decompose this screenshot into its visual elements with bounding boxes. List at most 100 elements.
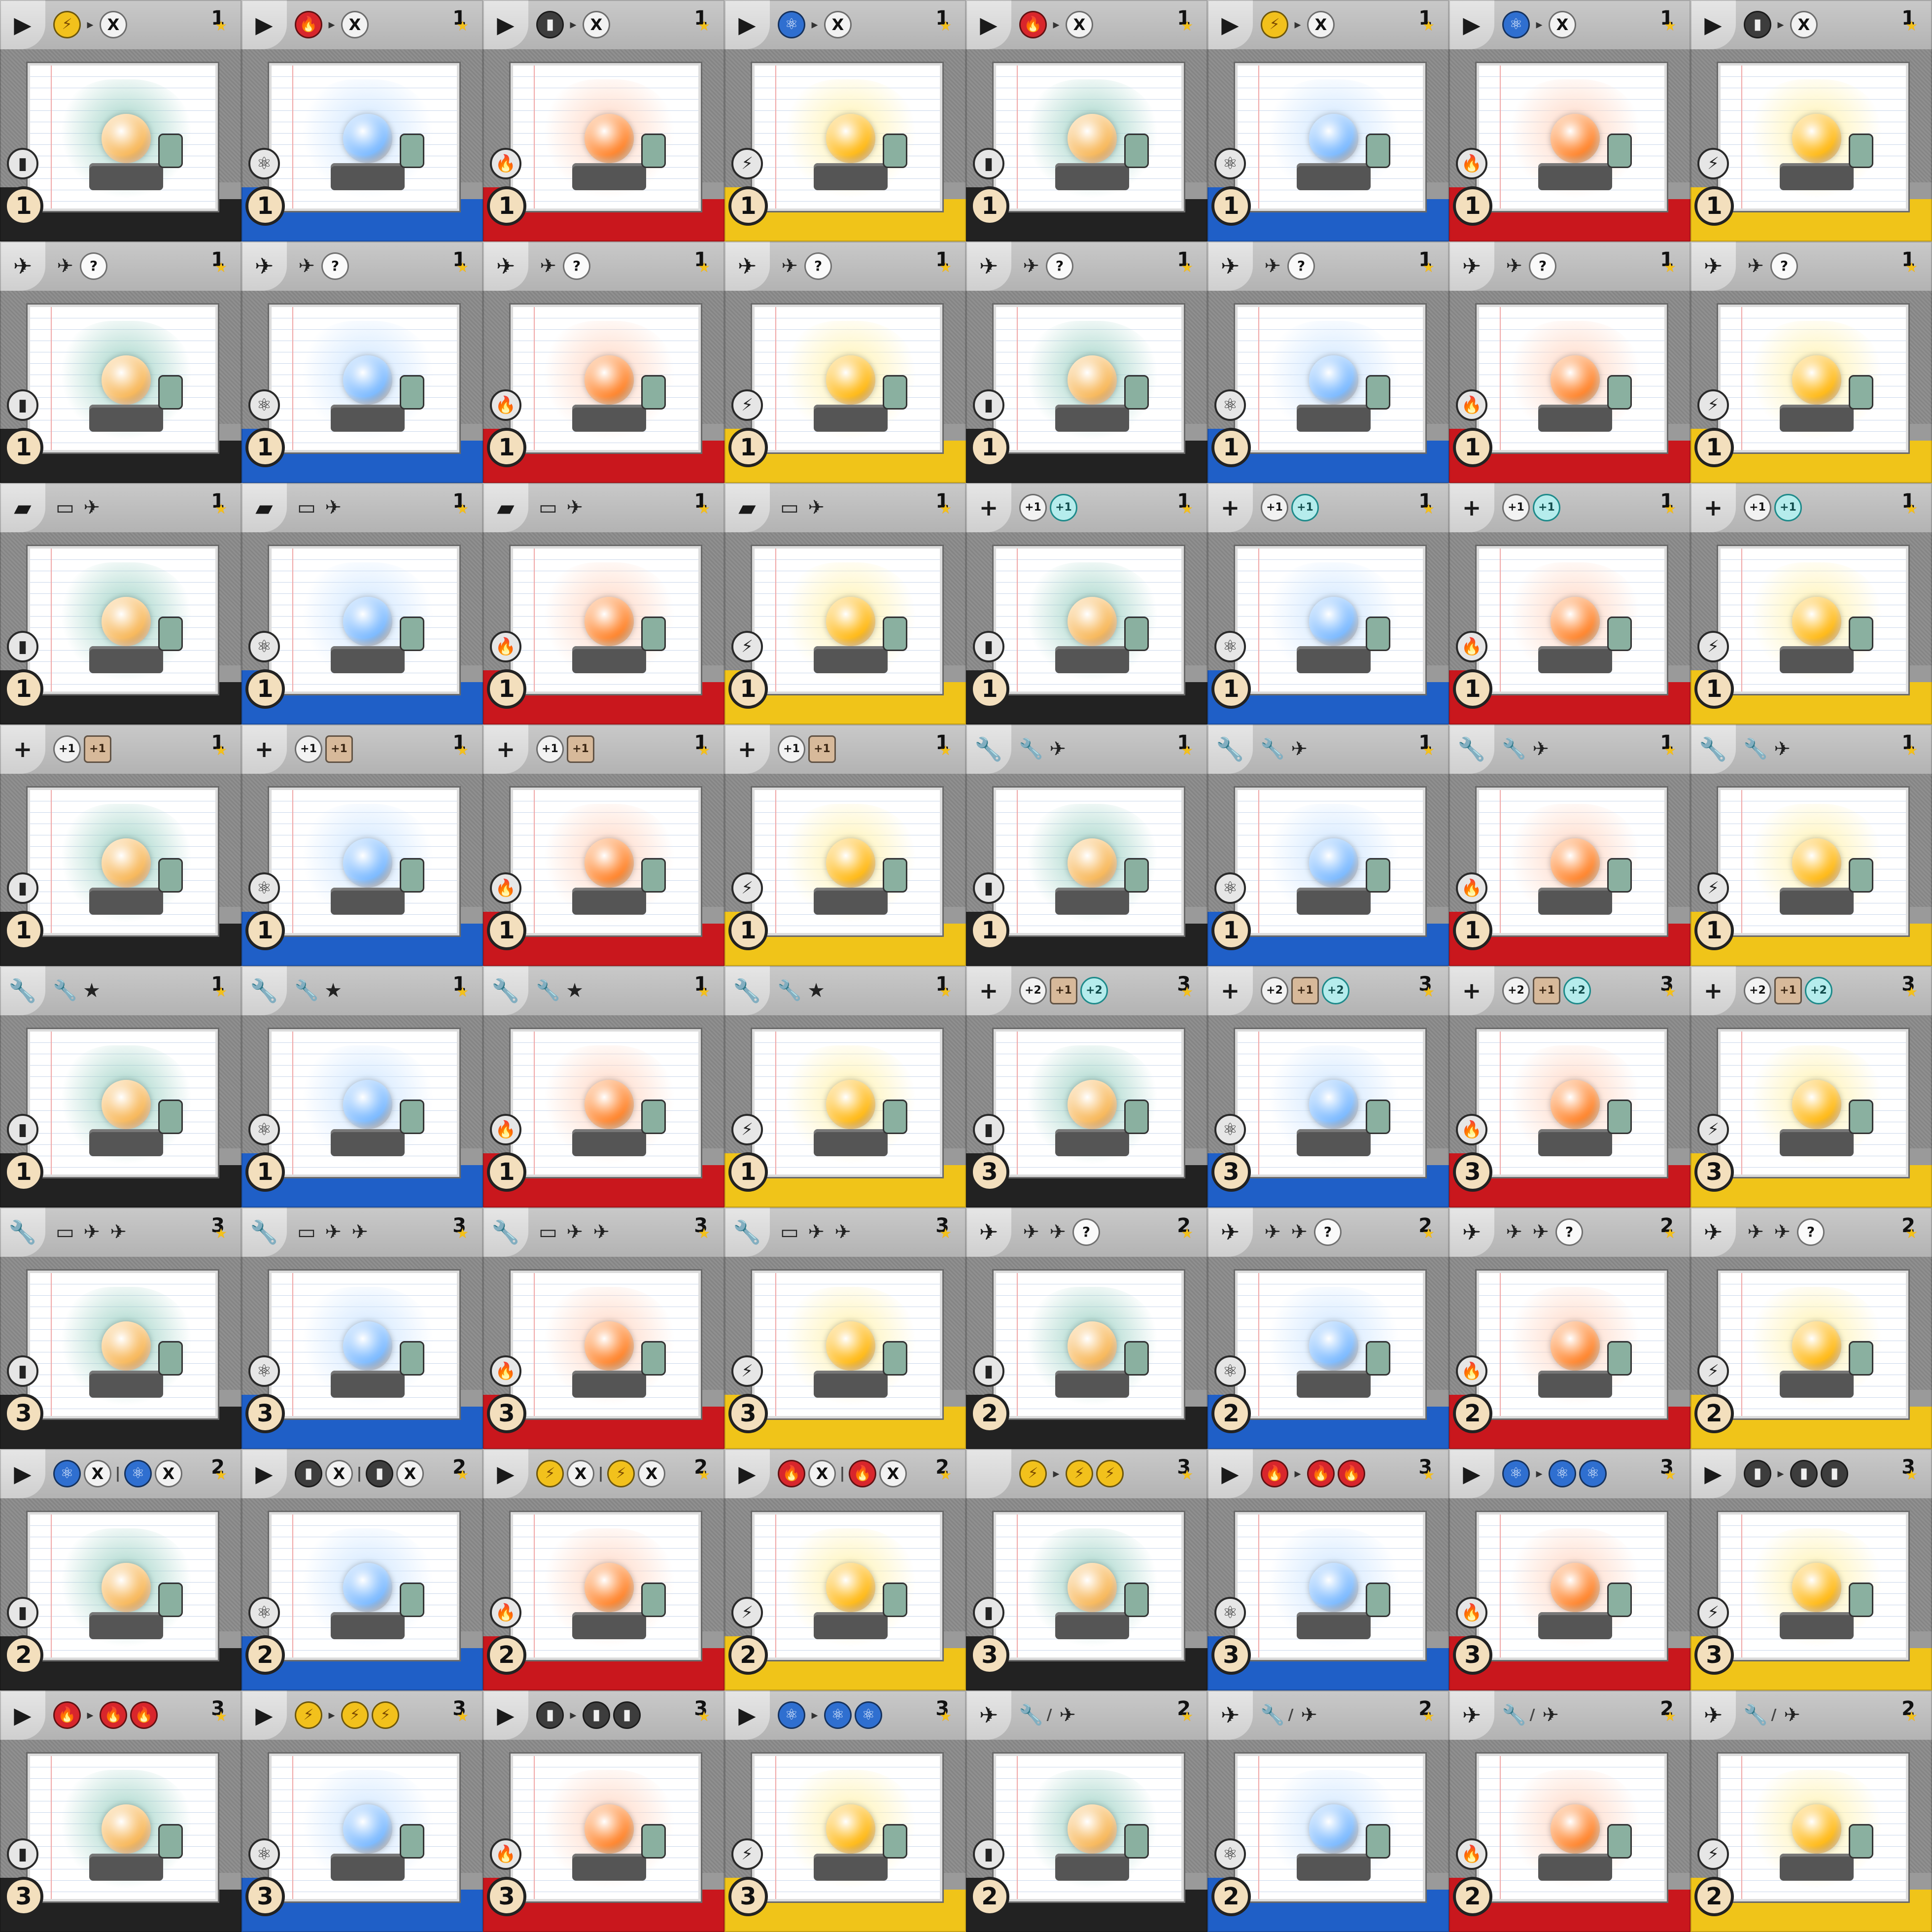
lightning-token-icon: ⚡ [372,1701,399,1729]
upgrade-card[interactable]: ✈ ✈ ✈? 2 ★ 🔥 2 [1449,1208,1690,1449]
upgrade-card[interactable]: ▶ ⚛ ▸ X 1 ★ ⚡ 1 [724,0,966,242]
upgrade-card[interactable]: ▶ ▮ ▸ X 1 ★ 🔥 1 [483,0,724,242]
upgrade-card[interactable]: + +1 +1 1 ★ ▮ 1 [0,724,242,966]
upgrade-card[interactable]: ▰ ▭ ✈ 1 ★ ⚡ 1 [724,483,966,724]
machine-gauge [400,1100,424,1134]
upgrade-card[interactable]: + +2 +1 +2 3 ★ ⚡ 3 [1690,966,1932,1208]
upgrade-card[interactable]: + +1 +1 1 ★ 🔥 1 [1449,483,1690,724]
upgrade-card[interactable]: ▶ ▮ X | ▮ X 2 ★ ⚛ 2 [242,1449,483,1690]
victory-points: 1 ★ [686,7,716,36]
upgrade-card[interactable]: 🔧 🔧 ★ 1 ★ 🔥 1 [483,966,724,1208]
bonus-badge: +1 [295,735,322,763]
upgrade-card[interactable]: ✈ ✈? 1 ★ ▮ 1 [0,242,242,483]
upgrade-card[interactable]: ✈ ✈? 1 ★ ⚡ 1 [724,242,966,483]
card-effect-bar: ✈ ✈ ✈? 2 ★ [1449,1208,1690,1257]
card-effect-bar: ▶ ⚛ ▸ ⚛ ⚛ 3 ★ [724,1690,966,1740]
effect-row: ⚛ ▸ X [1502,7,1650,42]
upgrade-card[interactable]: + +2 +1 +2 3 ★ ▮ 3 [966,966,1208,1208]
action-type-icon: ✈ [966,1690,1011,1740]
machine-illustration [269,1512,459,1660]
upgrade-card[interactable]: ✈ ✈? 1 ★ 🔥 1 [483,242,724,483]
upgrade-card[interactable]: + +1 +1 1 ★ ⚛ 1 [242,724,483,966]
upgrade-card[interactable]: 🔧 ▭ ✈ ✈ 3 ★ ⚛ 3 [242,1208,483,1449]
upgrade-card[interactable]: + +2 +1 +2 3 ★ ⚛ 3 [1208,966,1449,1208]
upgrade-card[interactable]: ▶ 🔥 ▸ 🔥 🔥 3 ★ ▮ 3 [0,1690,242,1932]
cost-badge: 2 [1694,1394,1734,1433]
upgrade-card[interactable]: ▶ ⚡ X | ⚡ X 2 ★ 🔥 2 [483,1449,724,1690]
upgrade-card[interactable]: + +1 +1 1 ★ ▮ 1 [966,483,1208,724]
upgrade-card[interactable]: ▶ ⚡ ▸ X 1 ★ ▮ 1 [0,0,242,242]
upgrade-card[interactable]: ▶ ⚛ ▸ ⚛ ⚛ 3 ★ ⚡ 3 [724,1690,966,1932]
upgrade-card[interactable]: ▶ ▮ ▸ ▮ ▮ 3 ★ 🔥 3 [483,1690,724,1932]
fire-token-icon: 🔥 [1307,1460,1335,1487]
upgrade-card[interactable]: ▰ ▭ ✈ 1 ★ 🔥 1 [483,483,724,724]
upgrade-card[interactable]: 🔧 🔧 ✈ 1 ★ ⚡ 1 [1690,724,1932,966]
star-icon: ★ [939,501,952,517]
upgrade-card[interactable]: ✈ ✈ ✈? 2 ★ ▮ 2 [966,1208,1208,1449]
effect-icon: 🔧 [1502,1704,1526,1726]
machine-art [1750,1045,1883,1164]
upgrade-card[interactable]: + +1 +1 1 ★ ⚡ 1 [1690,483,1932,724]
upgrade-card[interactable]: ▶ ⚡ ▸ ⚡ ⚡ 3 ★ ⚛ 3 [242,1690,483,1932]
machine-base [814,163,888,190]
upgrade-card[interactable]: ▶ ▮ ▸ X 1 ★ ⚡ 1 [1690,0,1932,242]
upgrade-card[interactable]: ▰ ▭ ✈ 1 ★ ⚛ 1 [242,483,483,724]
action-type-icon: + [1449,483,1494,532]
upgrade-card[interactable]: ▶ ⚛ ▸ X 1 ★ 🔥 1 [1449,0,1690,242]
upgrade-card[interactable]: ▶ 🔥 X | 🔥 X 2 ★ ⚡ 2 [724,1449,966,1690]
points-value: 3 [211,1214,225,1237]
upgrade-card[interactable]: ▶ ⚛ ▸ ⚛ ⚛ 3 ★ 🔥 3 [1449,1449,1690,1690]
upgrade-card[interactable]: 🔧 ▭ ✈ ✈ 3 ★ ⚡ 3 [724,1208,966,1449]
machine-art [543,562,676,681]
upgrade-card[interactable]: 🔧 🔧 ★ 1 ★ ⚡ 1 [724,966,966,1208]
card-effect-bar: + +2 +1 +2 3 ★ [1690,966,1932,1015]
upgrade-card[interactable]: ✈ 🔧 / ✈ 2 ★ ⚛ 2 [1208,1690,1449,1932]
cost-badge: 2 [1211,1394,1251,1433]
machine-gauge [158,858,183,893]
upgrade-card[interactable]: ▶ ⚡ ▸ X 1 ★ ⚛ 1 [1208,0,1449,242]
machine-core [1309,1321,1358,1371]
points-value: 2 [1901,1697,1915,1720]
upgrade-card[interactable]: 🔧 🔧 ✈ 1 ★ ⚛ 1 [1208,724,1449,966]
upgrade-card[interactable]: ✈ ✈ ✈? 2 ★ ⚛ 2 [1208,1208,1449,1449]
cost-badge: 2 [728,1635,768,1675]
upgrade-card[interactable]: 🔧 🔧 ✈ 1 ★ 🔥 1 [1449,724,1690,966]
upgrade-card[interactable]: 🔧 🔧 ★ 1 ★ ▮ 1 [0,966,242,1208]
machine-core [585,355,634,405]
upgrade-card[interactable]: ▶ 🔥 ▸ X 1 ★ ▮ 1 [966,0,1208,242]
upgrade-card[interactable]: ✈ ✈? 1 ★ ⚛ 1 [1208,242,1449,483]
machine-illustration [994,1754,1184,1901]
upgrade-card[interactable]: ✈ ✈? 1 ★ ⚡ 1 [1690,242,1932,483]
machine-core [343,597,392,646]
upgrade-card[interactable]: + +1 +1 1 ★ ⚡ 1 [724,724,966,966]
upgrade-card[interactable]: 🔧 🔧 ✈ 1 ★ ▮ 1 [966,724,1208,966]
upgrade-card[interactable]: 🔧 ▭ ✈ ✈ 3 ★ ▮ 3 [0,1208,242,1449]
upgrade-card[interactable]: ▶ ▮ ▸ ▮ ▮ 3 ★ ⚡ 3 [1690,1449,1932,1690]
upgrade-card[interactable]: + +1 +1 1 ★ 🔥 1 [483,724,724,966]
upgrade-card[interactable]: ✈ ✈ ✈? 2 ★ ⚡ 2 [1690,1208,1932,1449]
card-effect-bar: ▶ ▮ ▸ ▮ ▮ 3 ★ [1690,1449,1932,1498]
machine-base [1297,405,1371,432]
upgrade-card[interactable]: 🔧 ▭ ✈ ✈ 3 ★ 🔥 3 [483,1208,724,1449]
upgrade-card[interactable]: ✈ ✈? 1 ★ ⚛ 1 [242,242,483,483]
upgrade-card[interactable]: ▶ 🔥 ▸ 🔥 🔥 3 ★ ⚛ 3 [1208,1449,1449,1690]
machine-core [826,838,875,888]
upgrade-card[interactable]: ▶ ⚛ X | ⚛ X 2 ★ ▮ 2 [0,1449,242,1690]
upgrade-card[interactable]: ▰ ▭ ✈ 1 ★ ▮ 1 [0,483,242,724]
upgrade-card[interactable]: ✈ ✈? 1 ★ ▮ 1 [966,242,1208,483]
upgrade-card[interactable]: 🔧 🔧 ★ 1 ★ ⚛ 1 [242,966,483,1208]
upgrade-card[interactable]: ✈ 🔧 / ✈ 2 ★ ▮ 2 [966,1690,1208,1932]
upgrade-card[interactable]: + +1 +1 1 ★ ⚛ 1 [1208,483,1449,724]
upgrade-card[interactable]: ▶ 🔥 ▸ X 1 ★ ⚛ 1 [242,0,483,242]
card-effect-bar: + +1 +1 1 ★ [242,724,483,774]
upgrade-card[interactable]: ✈ ✈? 1 ★ 🔥 1 [1449,242,1690,483]
effect-row: 🔧 ★ [777,973,926,1008]
upgrade-card[interactable]: ⚡ ▸ ⚡ ⚡ 3 ★ ▮ 3 [966,1449,1208,1690]
upgrade-card[interactable]: ✈ 🔧 / ✈ 2 ★ 🔥 2 [1449,1690,1690,1932]
upgrade-card[interactable]: ✈ 🔧 / ✈ 2 ★ ⚡ 2 [1690,1690,1932,1932]
cost-badge: 1 [487,186,526,226]
victory-points: 1 ★ [203,973,233,1002]
card-effect-bar: ✈ ✈? 1 ★ [483,242,724,291]
machine-core [826,114,875,163]
upgrade-card[interactable]: + +2 +1 +2 3 ★ 🔥 3 [1449,966,1690,1208]
